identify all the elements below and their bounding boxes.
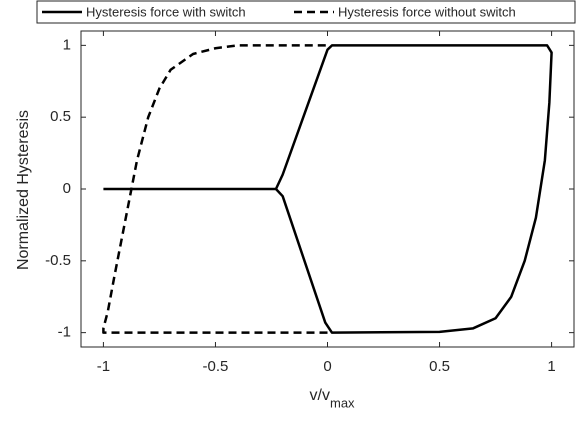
line-series [103, 44, 553, 334]
y-tick-label: -1 [58, 324, 71, 341]
line-series [102, 44, 328, 334]
y-axis-label: Normalized Hysteresis [15, 110, 32, 270]
x-tick-label: 1 [547, 358, 555, 375]
x-axis-label-subscript: max [330, 395, 355, 410]
legend-label: Hysteresis force without switch [338, 4, 516, 19]
x-tick-label: 0.5 [429, 358, 450, 375]
legend [36, 0, 576, 24]
y-tick-label: -0.5 [45, 252, 71, 269]
y-tick-label: 0.5 [50, 108, 71, 125]
x-tick-label: -1 [97, 358, 110, 375]
x-tick-label: 0 [323, 358, 331, 375]
y-tick-label: 1 [63, 36, 71, 53]
x-tick-label: -0.5 [203, 358, 229, 375]
legend-label: Hysteresis force with switch [86, 4, 246, 19]
x-axis-label: v/v [310, 387, 330, 404]
y-tick-label: 0 [63, 180, 71, 197]
